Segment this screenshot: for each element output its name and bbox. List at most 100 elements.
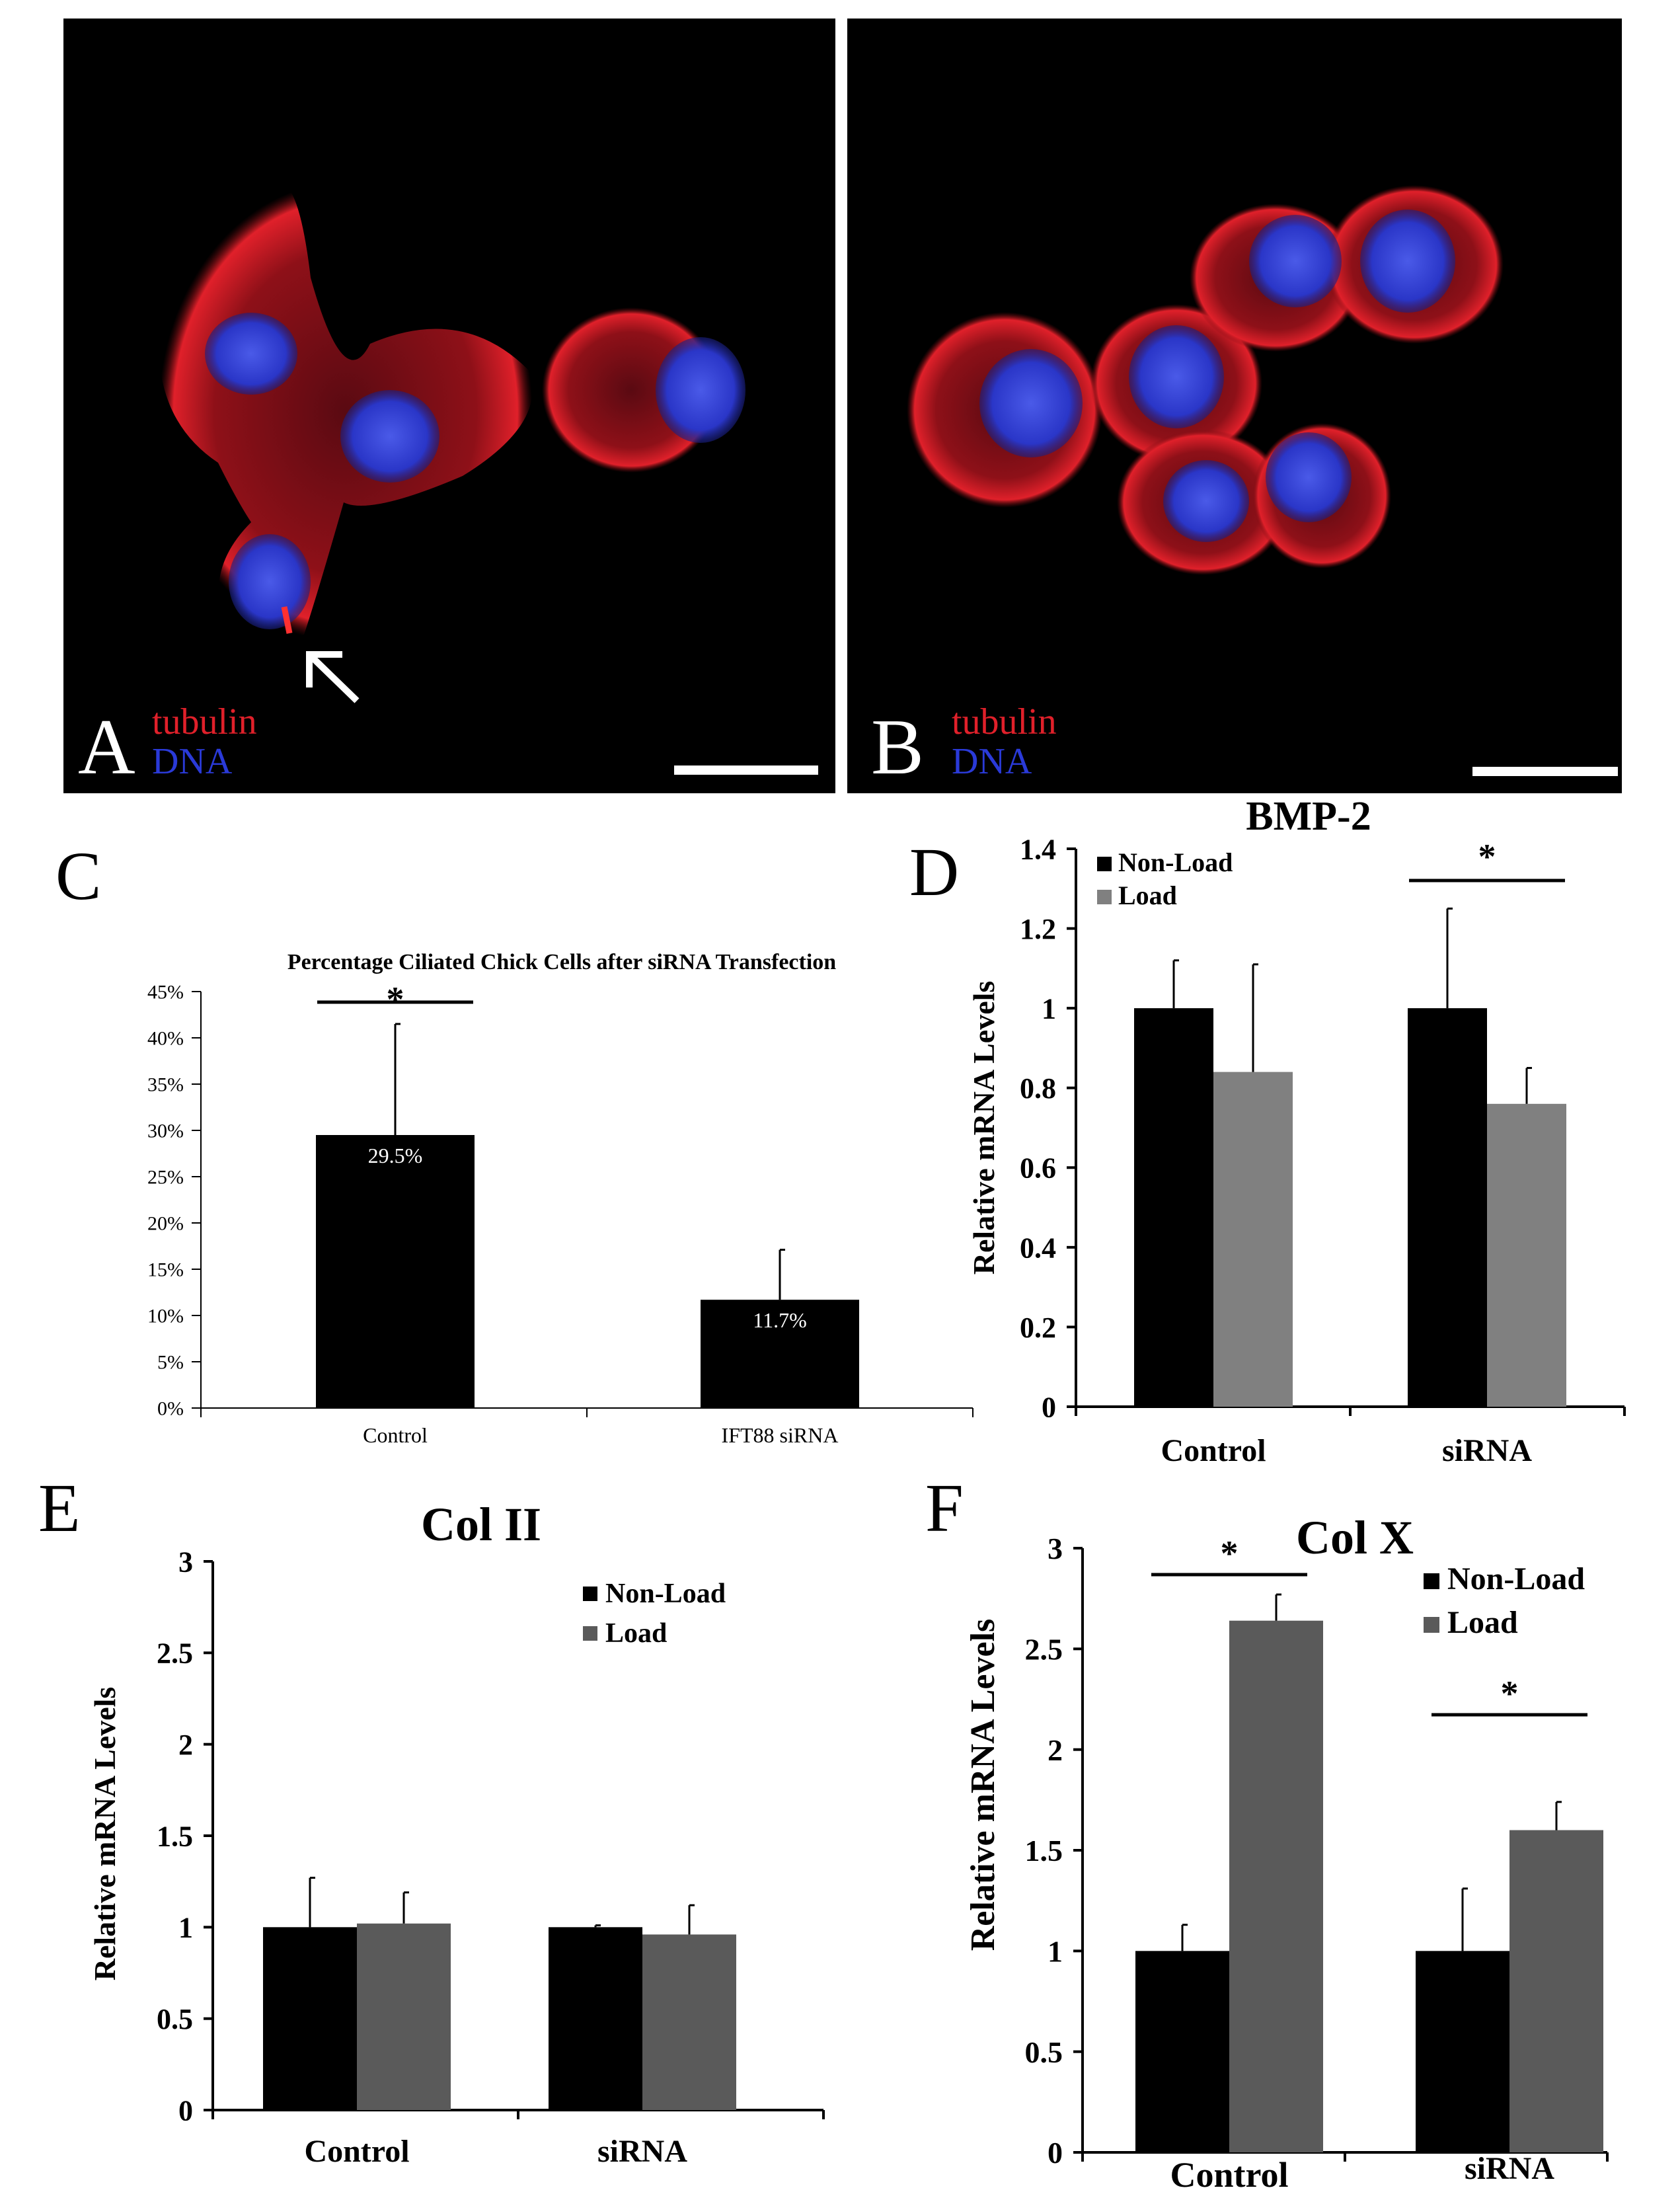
stain-label-dna-b: DNA xyxy=(952,741,1032,782)
chart-f-y-tick-label: 0.5 xyxy=(1025,2035,1063,2069)
nucleus-b-1 xyxy=(979,349,1083,457)
primary-cilium xyxy=(281,606,293,634)
legend-f-load: Load xyxy=(1447,1605,1518,1640)
chart-f-y-tick-label: 0 xyxy=(1048,2136,1063,2170)
chart-c-y-tick-label: 30% xyxy=(147,1120,184,1142)
chart-c-y-tick-label: 20% xyxy=(147,1213,184,1235)
chart-c-plot xyxy=(200,1000,974,1417)
chart-e-y-tick-label: 1.5 xyxy=(157,1820,193,1852)
nucleus-b-3 xyxy=(1249,215,1342,307)
stain-label-dna-a: DNA xyxy=(152,741,233,782)
chart-c-y-tick-label: 15% xyxy=(147,1259,184,1281)
nucleus-b-6 xyxy=(1266,432,1352,522)
chart-d-significance-star: * xyxy=(1478,837,1496,877)
nucleus-b-4 xyxy=(1360,210,1455,313)
chart-d: D BMP-2 Relative mRNA Levels 00.20.40.60… xyxy=(909,794,1626,1468)
chart-e-plot xyxy=(211,1877,825,2119)
chart-f-bar xyxy=(1135,1951,1229,2152)
chart-d-y-tick-label: 0.8 xyxy=(1020,1072,1056,1105)
chart-e-legend: Non-Load Load xyxy=(583,1579,726,1649)
micrograph-a: A tubulin DNA xyxy=(63,19,835,793)
chart-e-y-tick-label: 0 xyxy=(178,2094,193,2127)
chart-e: E Col II Relative mRNA Levels 0 0.5 1 1.5 2 2… xyxy=(38,1470,825,2169)
stain-label-tubulin-a: tubulin xyxy=(152,701,257,742)
panel-letter-f: F xyxy=(925,1470,964,1546)
chart-f-y-axis-label: Relative mRNA Levels xyxy=(964,1619,1002,1951)
chart-d-y-tick-label: 0.6 xyxy=(1020,1152,1056,1185)
chart-e-y-axis: 0 0.5 1 1.5 2 2.5 3 xyxy=(157,1546,214,2127)
chart-f-legend: Non-Load Load xyxy=(1424,1561,1585,1640)
legend-e-nonload: Non-Load xyxy=(605,1579,726,1609)
chart-f-significance-star-control: * xyxy=(1221,1534,1239,1573)
chart-d-y-tick-label: 1.4 xyxy=(1020,833,1056,865)
chart-f-category-sirna: siRNA xyxy=(1465,2151,1554,2186)
legend-d-nonload: Non-Load xyxy=(1118,847,1233,877)
scale-bar-a xyxy=(674,765,818,775)
legend-e-swatch-load xyxy=(583,1626,597,1641)
nucleus-b-2 xyxy=(1129,325,1224,428)
chart-c-y-tick-label: 0% xyxy=(157,1398,184,1420)
chart-e-y-tick-label: 3 xyxy=(178,1546,193,1578)
chart-c-y-tick-label: 25% xyxy=(147,1167,184,1189)
chart-d-title: BMP-2 xyxy=(1246,794,1371,839)
nucleus-a-2 xyxy=(340,390,439,483)
scale-bar-b xyxy=(1472,767,1618,776)
micrograph-a-cells xyxy=(159,182,745,643)
chart-d-category-control: Control xyxy=(1161,1433,1266,1468)
chart-c-y-axis: 0% 5% 10% 15% 20% 25% 30% 35% 40% 45% xyxy=(147,982,202,1420)
chart-e-y-axis-label: Relative mRNA Levels xyxy=(88,1687,122,1981)
legend-f-nonload: Non-Load xyxy=(1447,1561,1585,1596)
chart-f-y-tick-label: 2 xyxy=(1048,1733,1063,1767)
chart-d-y-axis-label: Relative mRNA Levels xyxy=(967,981,1001,1275)
nucleus-b-5 xyxy=(1163,460,1249,542)
chart-c-data-label-control: 29.5% xyxy=(368,1144,423,1167)
chart-f-bar xyxy=(1229,1620,1323,2152)
chart-d-y-tick-label: 1.2 xyxy=(1020,913,1056,945)
micrograph-b-cells xyxy=(907,185,1504,575)
legend-e-swatch-nonload xyxy=(583,1587,597,1601)
chart-c-significance-star: * xyxy=(387,980,404,1019)
chart-d-bar xyxy=(1213,1072,1293,1407)
panel-letter-c: C xyxy=(56,838,101,914)
chart-d-legend: Non-Load Load xyxy=(1097,847,1233,910)
chart-e-bar xyxy=(549,1927,642,2110)
chart-d-y-tick-label: 1 xyxy=(1042,993,1056,1025)
chart-e-y-tick-label: 2.5 xyxy=(157,1637,193,1670)
chart-c-category-ift88: IFT88 siRNA xyxy=(722,1423,839,1447)
legend-d-swatch-load xyxy=(1097,890,1112,904)
chart-f: F Col X Relative mRNA Levels 0 0.5 1 1.5 2 2.… xyxy=(925,1470,1609,2195)
chart-f-y-tick-label: 3 xyxy=(1048,1532,1063,1565)
chart-c-bar xyxy=(701,1300,859,1408)
panel-letter-e: E xyxy=(38,1470,81,1546)
legend-d-load: Load xyxy=(1118,881,1177,910)
chart-e-bar xyxy=(642,1934,736,2110)
chart-e-bar xyxy=(357,1923,451,2110)
panel-letter-a: A xyxy=(78,703,135,791)
chart-c-y-tick-label: 10% xyxy=(147,1306,184,1327)
chart-d-bar xyxy=(1408,1008,1487,1407)
chart-e-y-tick-label: 1 xyxy=(178,1912,193,1944)
panel-letter-d: D xyxy=(909,834,959,910)
chart-d-bar xyxy=(1134,1008,1213,1407)
chart-c-y-tick-label: 35% xyxy=(147,1074,184,1096)
chart-f-bar xyxy=(1509,1830,1603,2152)
panel-letter-b: B xyxy=(871,703,924,791)
chart-f-bar xyxy=(1416,1951,1509,2152)
nucleus-a-4 xyxy=(229,534,311,629)
chart-c-bar xyxy=(316,1135,475,1408)
nucleus-a-1 xyxy=(205,313,297,395)
chart-e-y-tick-label: 0.5 xyxy=(157,2003,193,2035)
chart-e-title: Col II xyxy=(421,1498,541,1551)
chart-c-y-tick-label: 40% xyxy=(147,1028,184,1050)
chart-f-y-tick-label: 2.5 xyxy=(1025,1632,1063,1666)
legend-d-swatch-nonload xyxy=(1097,857,1112,871)
chart-e-category-sirna: siRNA xyxy=(597,2134,687,2169)
chart-f-y-tick-label: 1.5 xyxy=(1025,1834,1063,1867)
chart-f-title: Col X xyxy=(1296,1511,1414,1564)
stain-label-tubulin-b: tubulin xyxy=(952,701,1057,742)
chart-e-bar xyxy=(263,1927,357,2110)
chart-c-category-control: Control xyxy=(363,1423,428,1447)
chart-d-y-axis: 0 0.2 0.4 0.6 0.8 1 1.2 1.4 xyxy=(1020,833,1077,1423)
chart-e-category-control: Control xyxy=(304,2134,409,2169)
